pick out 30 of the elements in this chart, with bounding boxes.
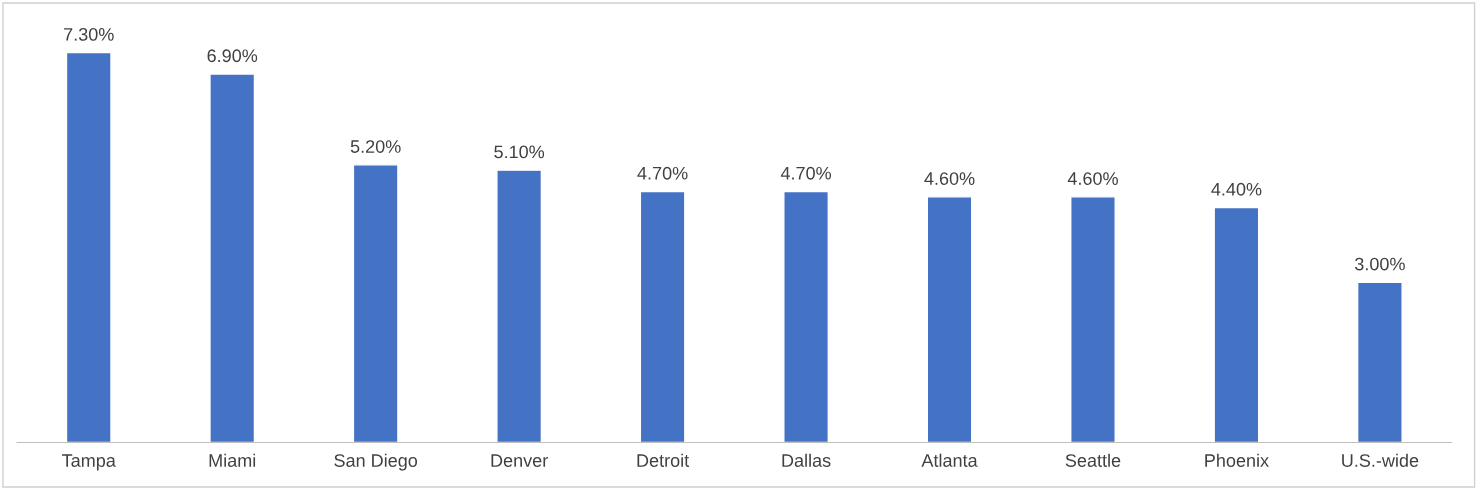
data-label: 5.20% bbox=[350, 140, 401, 153]
x-tick-label: Dallas bbox=[782, 453, 831, 467]
bar bbox=[496, 169, 543, 443]
bar bbox=[1356, 281, 1403, 443]
bar bbox=[352, 164, 399, 443]
data-label: 4.60% bbox=[1067, 172, 1118, 185]
bar bbox=[65, 51, 112, 443]
data-label: 7.30% bbox=[64, 27, 114, 41]
data-label: 4.60% bbox=[924, 172, 975, 185]
bar bbox=[1213, 206, 1260, 443]
x-tick-label: U.S.-wide bbox=[1342, 453, 1419, 467]
x-tick-label: Phoenix bbox=[1205, 453, 1269, 467]
x-tick-label: Tampa bbox=[62, 454, 116, 471]
data-label: 5.10% bbox=[494, 145, 545, 159]
bar bbox=[1070, 196, 1116, 443]
x-tick-label: San Diego bbox=[334, 453, 418, 471]
x-tick-label: Seattle bbox=[1065, 453, 1121, 467]
x-tick-label: Denver bbox=[491, 454, 548, 467]
bar bbox=[209, 73, 256, 443]
data-label: 6.90% bbox=[207, 49, 258, 63]
data-label: 4.70% bbox=[780, 166, 832, 180]
x-tick-label: Detroit bbox=[637, 453, 690, 467]
data-label: 3.00% bbox=[1355, 257, 1405, 271]
x-tick-label: Miami bbox=[209, 453, 256, 467]
x-tick-label: Atlanta bbox=[921, 453, 978, 467]
data-label: 4.70% bbox=[637, 166, 688, 180]
data-label: 4.40% bbox=[1211, 182, 1262, 196]
bar bbox=[639, 190, 686, 443]
bar bbox=[926, 196, 973, 443]
bar bbox=[783, 190, 829, 443]
